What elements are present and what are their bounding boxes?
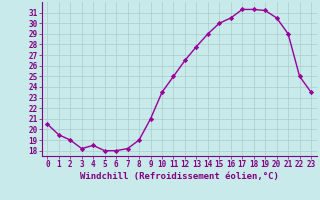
X-axis label: Windchill (Refroidissement éolien,°C): Windchill (Refroidissement éolien,°C) bbox=[80, 172, 279, 181]
